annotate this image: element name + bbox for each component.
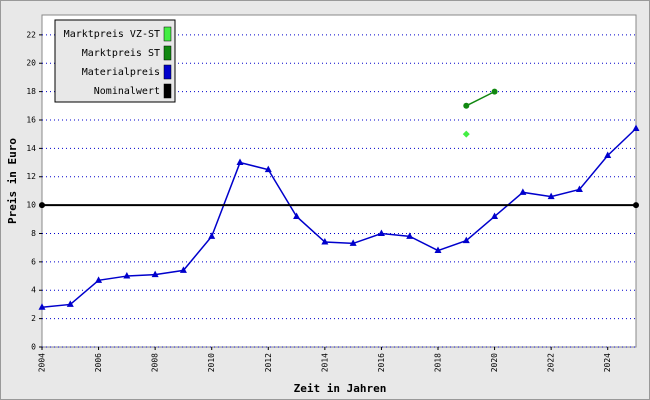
- x-tick-label: 2014: [320, 353, 329, 372]
- y-tick-label: 20: [26, 59, 36, 68]
- y-tick-label: 18: [26, 87, 36, 96]
- y-tick-label: 16: [26, 115, 36, 124]
- x-tick-label: 2020: [490, 353, 499, 372]
- series-line: [465, 90, 495, 107]
- series-line: [41, 127, 637, 309]
- marker: [575, 185, 583, 193]
- legend-label: Marktpreis VZ-ST: [64, 29, 160, 40]
- marker: [38, 303, 46, 310]
- y-axis-label: Preis in Euro: [6, 138, 19, 224]
- y-tick-label: 22: [26, 30, 36, 39]
- x-tick-label: 2006: [94, 353, 103, 372]
- y-tick-label: 10: [26, 201, 36, 210]
- marker: [208, 232, 216, 239]
- legend-swatch: [163, 64, 172, 80]
- marker: [491, 88, 498, 95]
- x-tick-label: 2008: [151, 353, 160, 372]
- x-tick-label: 2010: [207, 353, 216, 372]
- marker: [66, 300, 74, 307]
- y-tick-label: 14: [26, 144, 36, 153]
- legend-swatch: [163, 83, 172, 99]
- marker: [434, 246, 442, 254]
- legend-label: Nominalwert: [94, 86, 160, 97]
- y-tick-label: 12: [26, 172, 36, 181]
- marker: [179, 266, 187, 273]
- y-tick-label: 8: [31, 229, 36, 238]
- marker: [236, 158, 244, 166]
- x-tick-label: 2012: [264, 353, 273, 372]
- legend-swatch: [163, 26, 172, 42]
- y-tick-label: 6: [31, 257, 36, 266]
- legend-swatch: [163, 45, 172, 61]
- marker: [293, 212, 301, 219]
- marker: [151, 270, 159, 278]
- marker: [377, 229, 385, 236]
- marker: [491, 212, 499, 219]
- x-tick-label: 2018: [434, 353, 443, 372]
- legend-box: [54, 19, 176, 103]
- y-tick-label: 2: [31, 314, 36, 323]
- x-tick-label: 2022: [547, 353, 556, 372]
- y-tick-label: 0: [31, 343, 36, 352]
- marker: [462, 236, 470, 244]
- marker: [519, 188, 527, 195]
- marker: [633, 202, 639, 209]
- legend-label: Marktpreis ST: [82, 48, 160, 59]
- x-tick-label: 2016: [377, 353, 386, 372]
- marker: [95, 276, 103, 283]
- marker: [462, 130, 470, 138]
- legend-label: Materialpreis: [82, 67, 160, 78]
- marker: [123, 272, 131, 279]
- marker: [463, 102, 470, 109]
- marker: [264, 165, 272, 173]
- marker: [39, 202, 45, 209]
- marker: [406, 232, 414, 239]
- marker: [547, 192, 555, 200]
- y-tick-label: 4: [31, 286, 36, 295]
- marker: [349, 239, 357, 246]
- x-tick-label: 2024: [603, 353, 612, 372]
- marker: [321, 238, 329, 245]
- x-axis-label: Zeit in Jahren: [294, 382, 387, 395]
- x-tick-label: 2004: [38, 353, 47, 372]
- marker: [604, 151, 612, 158]
- legend: Marktpreis VZ-ST Marktpreis ST Materialpre…: [54, 19, 176, 103]
- marker: [632, 124, 640, 132]
